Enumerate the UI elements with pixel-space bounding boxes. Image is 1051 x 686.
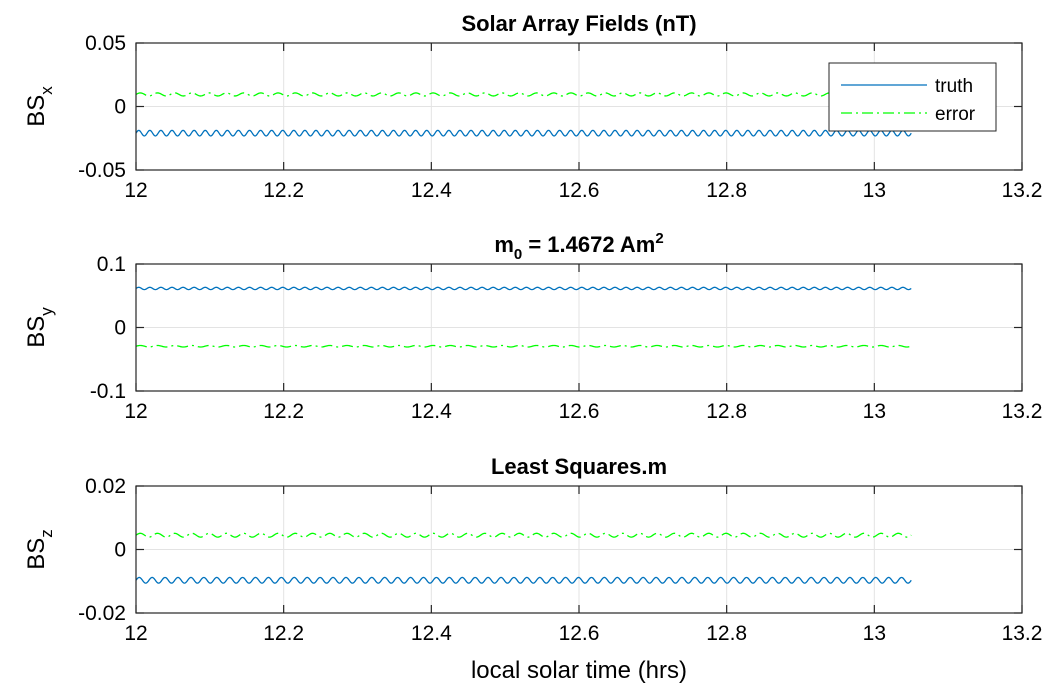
- x-tick-label: 13.2: [1002, 179, 1043, 202]
- series-line-error: [135, 532, 912, 538]
- y-tick-label: 0.05: [85, 32, 126, 55]
- x-tick-label: 12: [124, 622, 147, 645]
- legend: truth error: [828, 62, 997, 132]
- legend-box: [828, 62, 997, 132]
- y-tick-label: 0: [114, 96, 126, 119]
- subplot-title: Solar Array Fields (nT): [461, 11, 696, 36]
- legend-label-truth: truth: [935, 76, 973, 97]
- x-tick-label: 12.2: [263, 622, 304, 645]
- y-axis-label: BSy: [23, 307, 56, 348]
- y-axis-label: BSx: [23, 86, 56, 127]
- y-tick-label: 0.02: [85, 475, 126, 498]
- y-tick-label: -0.02: [78, 602, 126, 625]
- x-tick-label: 12.6: [559, 622, 600, 645]
- series-line-truth: [135, 129, 912, 137]
- x-tick-label: 12: [124, 179, 147, 202]
- subplot-title: m0 = 1.4672 Am2: [494, 230, 663, 263]
- series-line-truth: [135, 286, 912, 291]
- x-axis-label: local solar time (hrs): [471, 657, 687, 684]
- x-tick-label: 12.8: [706, 179, 747, 202]
- x-tick-label: 12.4: [411, 179, 452, 202]
- x-tick-label: 12.2: [263, 179, 304, 202]
- subplot-title: Least Squares.m: [491, 454, 667, 479]
- x-tick-label: 13: [863, 179, 886, 202]
- x-tick-label: 12: [124, 400, 147, 423]
- x-tick-label: 12.6: [559, 179, 600, 202]
- x-tick-label: 13.2: [1002, 622, 1043, 645]
- y-tick-label: 0.1: [97, 253, 126, 276]
- y-axis-label: BSz: [23, 529, 56, 570]
- legend-label-error: error: [935, 104, 976, 125]
- subplot-2: 12 12.2 12.4 12.6 12.8 13 13.2 -0.1 0 0.1 BSy m0 = …: [23, 230, 1042, 423]
- series-line-error: [135, 344, 912, 348]
- series-line-error: [135, 92, 912, 97]
- series-line-truth: [135, 576, 912, 584]
- x-tick-label: 12.4: [411, 622, 452, 645]
- subplot-3: 12 12.2 12.4 12.6 12.8 13 13.2 -0.02 0 0.02 BSz Lea…: [23, 454, 1042, 684]
- x-tick-label: 13: [863, 400, 886, 423]
- x-tick-label: 12.8: [706, 400, 747, 423]
- x-tick-label: 13: [863, 622, 886, 645]
- subplot-1: 12 12.2 12.4 12.6 12.8 13 13.2 -0.05 0 0.05 BSx Sol…: [23, 11, 1042, 202]
- y-tick-label: -0.05: [78, 159, 126, 182]
- x-tick-label: 12.6: [559, 400, 600, 423]
- x-tick-label: 13.2: [1002, 400, 1043, 423]
- y-tick-label: 0: [114, 539, 126, 562]
- x-tick-label: 12.4: [411, 400, 452, 423]
- x-tick-label: 12.2: [263, 400, 304, 423]
- y-tick-label: -0.1: [90, 380, 126, 403]
- x-tick-label: 12.8: [706, 622, 747, 645]
- y-tick-label: 0: [114, 317, 126, 340]
